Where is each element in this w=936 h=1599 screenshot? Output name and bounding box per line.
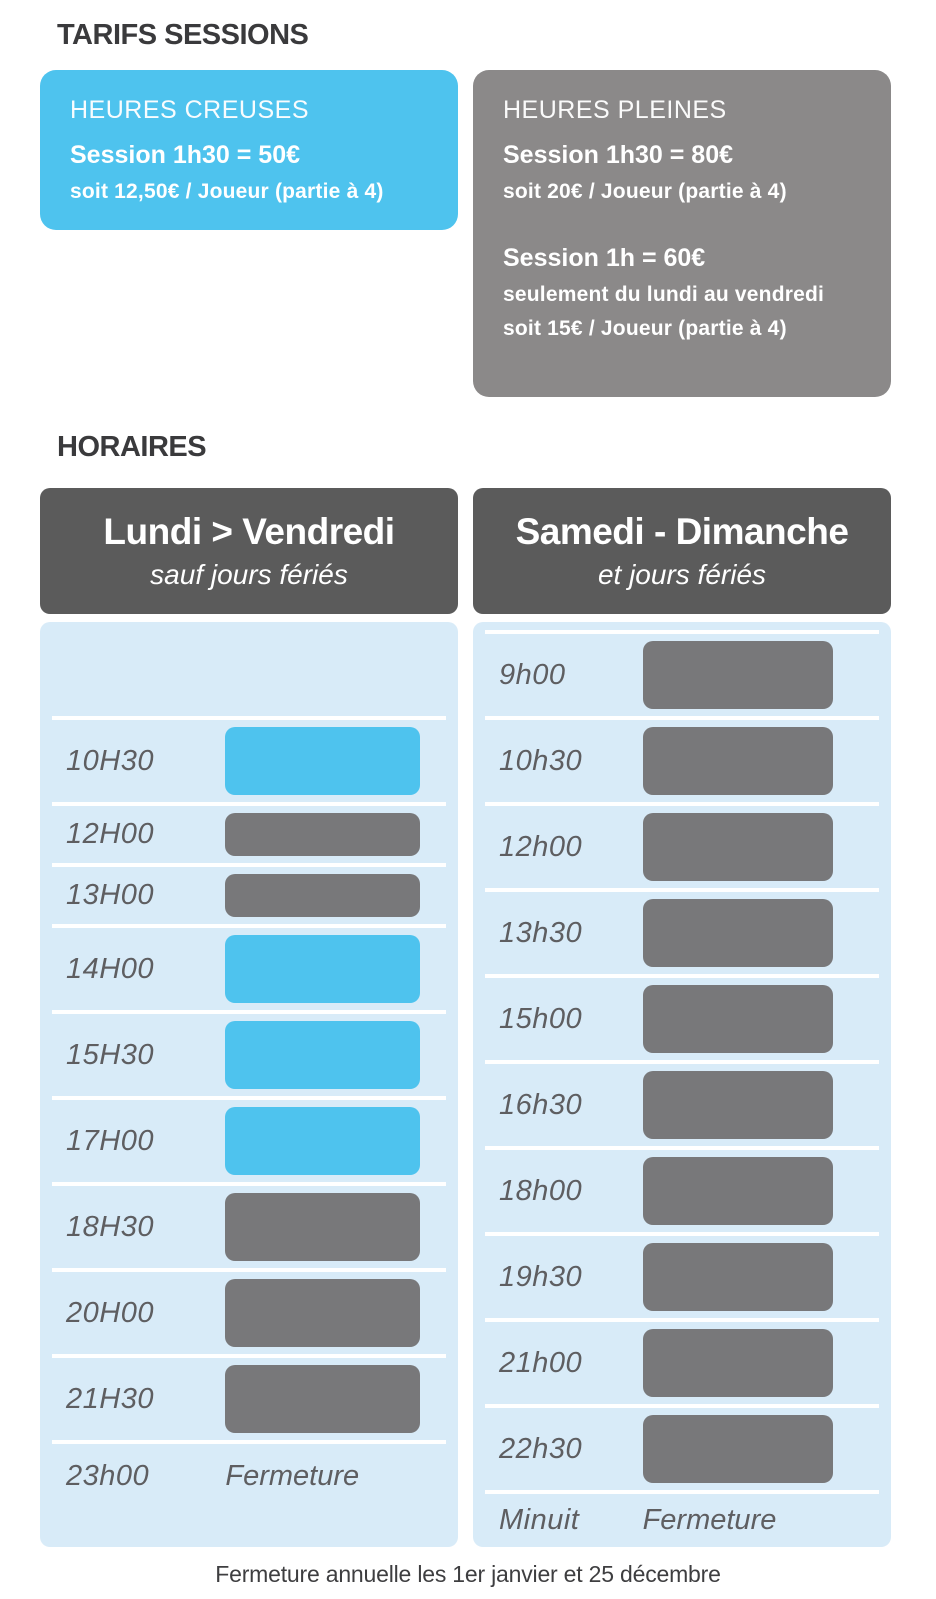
time-label: 13h30 (499, 916, 583, 949)
time-label: 15H30 (66, 1038, 154, 1071)
schedule-row: 9h00 (485, 630, 879, 716)
session-bar (642, 899, 833, 967)
schedule-row: 14H00 (52, 924, 446, 1010)
peak-price-1h30: Session 1h30 = 80€ (503, 141, 734, 169)
weekdays-header: Lundi > Vendredi sauf jours fériés (40, 488, 458, 614)
closing-label: Fermeture (225, 1460, 360, 1492)
schedule-row: 15H30 (52, 1010, 446, 1096)
schedule-columns: Lundi > Vendredi sauf jours fériés 10H30… (40, 488, 936, 1547)
session-bar (225, 1107, 420, 1175)
schedule-row: 15h00 (485, 974, 879, 1060)
schedule-row: 12H00 (52, 802, 446, 863)
session-bar (642, 1243, 833, 1311)
peak-detail-1h-price: soit 15€ / Joueur (partie à 4) (503, 317, 787, 340)
schedule-row: 20H00 (52, 1268, 446, 1354)
weekend-header-title: Samedi - Dimanche (515, 511, 849, 552)
schedule-row: 12h00 (485, 802, 879, 888)
session-bar (225, 874, 420, 917)
time-label: 10h30 (499, 744, 583, 777)
peak-title: HEURES PLEINES (503, 96, 727, 124)
closing-label: Fermeture (642, 1503, 777, 1536)
off-peak-detail: soit 12,50€ / Joueur (partie à 4) (70, 180, 384, 203)
session-bar (642, 1415, 833, 1483)
session-bar (225, 1365, 420, 1433)
closing-time-label: 23h00 (66, 1460, 150, 1492)
time-label: 16h30 (499, 1088, 583, 1121)
weekdays-schedule-panel: 10H30 12H00 13H00 14H00 15H30 17H00 18H30 20H00… (40, 622, 458, 1547)
time-label: 9h00 (499, 658, 566, 691)
time-label: 22h30 (499, 1432, 583, 1465)
schedule-section-title: HORAIRES (57, 431, 207, 463)
weekend-header: Samedi - Dimanche et jours fériés (473, 488, 891, 614)
closing-row: 23h00 Fermeture (52, 1440, 446, 1543)
time-label: 19h30 (499, 1260, 583, 1293)
closing-row: Minuit Fermeture (485, 1490, 879, 1546)
peak-detail-1h30: soit 20€ / Joueur (partie à 4) (503, 180, 787, 203)
schedule-row: 13H00 (52, 863, 446, 924)
session-bar (642, 1329, 833, 1397)
time-label: 12H00 (66, 818, 154, 850)
card-heures-pleines: HEURES PLEINES Session 1h30 = 80€ soit 2… (473, 70, 891, 397)
session-bar (642, 727, 833, 795)
schedule-row: 18H30 (52, 1182, 446, 1268)
schedule-row: 13h30 (485, 888, 879, 974)
time-label: 21H30 (66, 1382, 154, 1415)
session-bar (642, 985, 833, 1053)
time-label: 10H30 (66, 744, 154, 777)
schedule-spacer (52, 622, 446, 716)
time-label: 15h00 (499, 1002, 583, 1035)
schedule-row: 17H00 (52, 1096, 446, 1182)
time-label: 18h00 (499, 1174, 583, 1207)
schedule-row: 16h30 (485, 1060, 879, 1146)
session-bar (225, 935, 420, 1003)
weekdays-header-subtitle: sauf jours fériés (150, 559, 348, 590)
off-peak-title: HEURES CREUSES (70, 96, 309, 124)
peak-price-1h: Session 1h = 60€ (503, 244, 706, 272)
session-bar (642, 641, 833, 709)
schedule-row: 19h30 (485, 1232, 879, 1318)
weekdays-column: Lundi > Vendredi sauf jours fériés 10H30… (40, 488, 458, 1547)
time-label: 17H00 (66, 1124, 154, 1157)
time-label: 13H00 (66, 879, 154, 911)
time-label: 18H30 (66, 1210, 154, 1243)
schedule-row: 10H30 (52, 716, 446, 802)
session-bar (642, 1071, 833, 1139)
schedule-row: 21H30 (52, 1354, 446, 1440)
time-label: 20H00 (66, 1296, 154, 1329)
time-label: 12h00 (499, 830, 583, 863)
off-peak-price: Session 1h30 = 50€ (70, 141, 301, 169)
session-bar (225, 1279, 420, 1347)
pricing-section-title: TARIFS SESSIONS (57, 19, 309, 51)
schedule-row: 18h00 (485, 1146, 879, 1232)
time-label: 14H00 (66, 952, 154, 985)
annual-closing-note: Fermeture annuelle les 1er janvier et 25… (215, 1561, 721, 1587)
schedule-row: 10h30 (485, 716, 879, 802)
time-label: 21h00 (499, 1346, 583, 1379)
session-bar (225, 1021, 420, 1089)
card-heures-creuses: HEURES CREUSES Session 1h30 = 50€ soit 1… (40, 70, 458, 230)
schedule-row: 21h00 (485, 1318, 879, 1404)
peak-detail-1h-days: seulement du lundi au vendredi (503, 283, 825, 306)
session-bar (225, 1193, 420, 1261)
pricing-cards: HEURES CREUSES Session 1h30 = 50€ soit 1… (40, 70, 936, 397)
schedule-row: 22h30 (485, 1404, 879, 1490)
weekend-column: Samedi - Dimanche et jours fériés 9h00 10… (473, 488, 891, 1547)
session-bar (642, 813, 833, 881)
session-bar (642, 1157, 833, 1225)
session-bar (225, 727, 420, 795)
closing-time-label: Minuit (499, 1503, 580, 1536)
weekend-schedule-panel: 9h00 10h30 12h00 13h30 15h00 16h30 18h00 19h30 2… (473, 622, 891, 1547)
weekend-header-subtitle: et jours fériés (597, 559, 767, 590)
weekdays-header-title: Lundi > Vendredi (103, 511, 395, 552)
session-bar (225, 813, 420, 856)
